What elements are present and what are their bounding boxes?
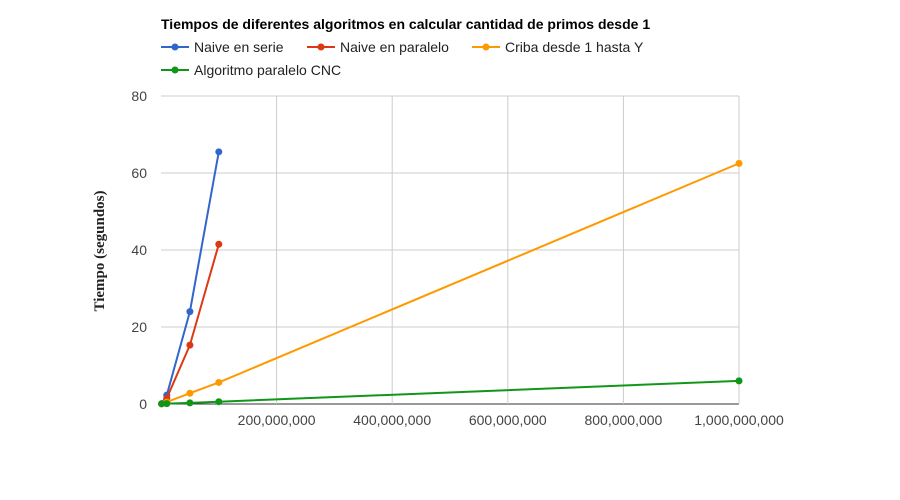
legend-label: Criba desde 1 hasta Y [505, 39, 644, 55]
series-line [161, 162, 740, 405]
y-tick-label: 0 [139, 396, 147, 412]
series-4 [158, 377, 743, 408]
y-tick-label: 20 [131, 319, 147, 335]
data-point [215, 240, 223, 248]
data-point [735, 377, 743, 385]
legend-label: Naive en serie [194, 39, 284, 55]
data-point [215, 378, 223, 386]
data-point [186, 308, 194, 316]
data-point [186, 389, 194, 397]
y-tick-label: 60 [131, 165, 147, 181]
series-1 [158, 148, 223, 408]
x-tick-label: 600,000,000 [469, 412, 547, 428]
y-tick-label: 80 [131, 88, 147, 104]
data-point [158, 400, 166, 408]
data-point [215, 148, 223, 156]
legend-item: Naive en serie [161, 39, 284, 55]
legend-item: Criba desde 1 hasta Y [472, 39, 644, 55]
x-tick-label: 800,000,000 [584, 412, 662, 428]
legend-swatch-marker [482, 43, 490, 51]
legend-label: Naive en paralelo [340, 39, 449, 55]
x-tick-label: 1,000,000,000 [694, 412, 784, 428]
x-axis: 200,000,000 400,000,000 600,000,000 800,000… [238, 412, 784, 428]
y-axis: 0 20 40 60 80 [131, 88, 147, 412]
x-tick-label: 400,000,000 [353, 412, 431, 428]
legend-label: Algoritmo paralelo CNC [194, 62, 341, 78]
data-point [163, 400, 171, 408]
legend: Naive en serie Naive en paralelo Criba des… [161, 39, 644, 78]
legend-swatch-marker [171, 66, 179, 74]
series-group [158, 148, 743, 408]
data-point [215, 398, 223, 406]
y-tick-label: 40 [131, 242, 147, 258]
legend-swatch-marker [317, 43, 325, 51]
legend-swatch-marker [171, 43, 179, 51]
y-axis-label: Tiempo (segundos) [92, 190, 108, 311]
chart-title: Tiempos de diferentes algoritmos en calc… [161, 16, 650, 32]
legend-item: Naive en paralelo [307, 39, 449, 55]
series-line [161, 379, 740, 405]
data-point [186, 399, 194, 407]
data-point [735, 159, 743, 167]
x-tick-label: 200,000,000 [238, 412, 316, 428]
data-point [186, 341, 194, 349]
grid [161, 95, 740, 405]
series-2 [158, 240, 223, 408]
legend-item: Algoritmo paralelo CNC [161, 62, 341, 78]
series-3 [158, 159, 743, 408]
series-line [160, 151, 220, 405]
